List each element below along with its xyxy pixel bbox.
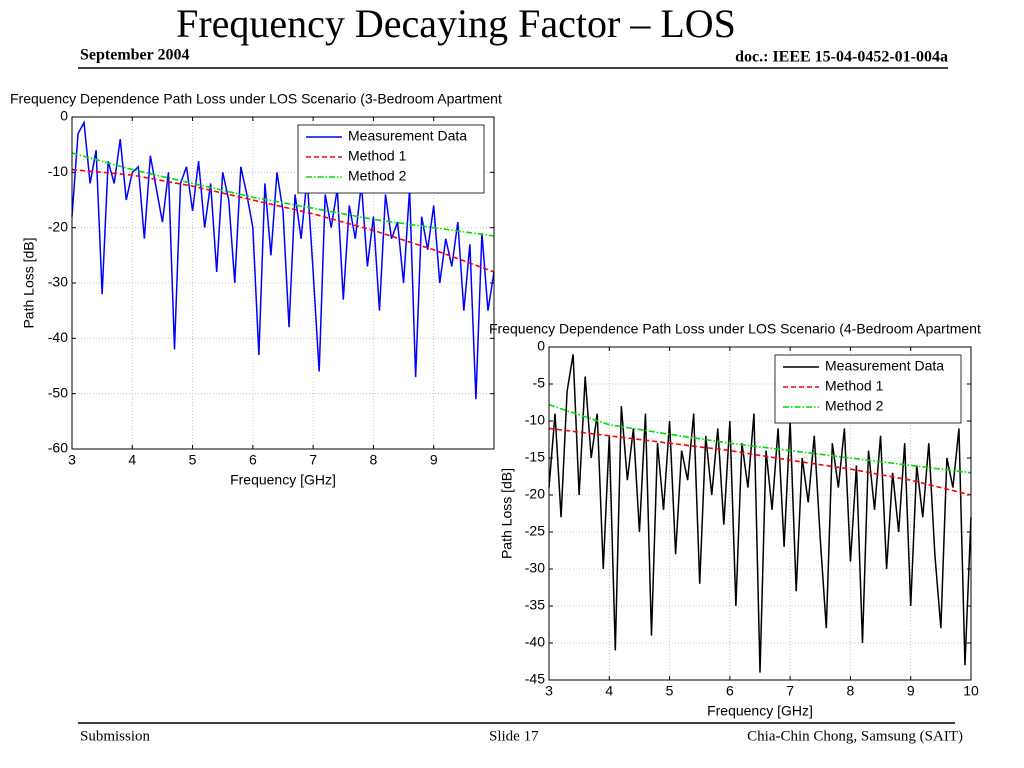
x-tick-label: 9: [430, 452, 438, 468]
legend-label: Measurement Data: [825, 358, 944, 374]
x-tick-label: 6: [726, 683, 734, 699]
x-tick-label: 3: [545, 683, 553, 699]
x-tick-label: 7: [309, 452, 317, 468]
slide-title: Frequency Decaying Factor – LOS: [176, 1, 736, 46]
series-line: [548, 403, 972, 474]
footer-left: Submission: [80, 728, 151, 744]
legend-label: Measurement Data: [348, 128, 467, 144]
chart-title: Frequency Dependence Path Loss under LOS…: [10, 91, 502, 107]
plot-frame: [548, 346, 972, 681]
y-tick-label: -10: [48, 163, 68, 179]
legend-label: Method 1: [348, 148, 407, 164]
y-tick-label: -40: [525, 634, 545, 650]
y-tick-label: -45: [525, 671, 545, 687]
x-tick-label: 6: [249, 452, 257, 468]
x-tick-label: 3: [68, 452, 76, 468]
x-tick-label: 8: [370, 452, 378, 468]
chart: 0 -10 -20 -30 -40 -50 -603 4 5 6 7 8 9 Measurement Da…: [10, 91, 502, 488]
y-tick-label: -15: [525, 449, 545, 465]
legend-label: Method 2: [348, 168, 407, 184]
header-doc: doc.: IEEE 15-04-0452-01-004a: [735, 49, 948, 66]
x-tick-label: 4: [128, 452, 136, 468]
legend-label: Method 2: [825, 398, 884, 414]
y-tick-label: -20: [48, 218, 68, 234]
x-tick-label: 7: [786, 683, 794, 699]
header-date: September 2004: [80, 47, 189, 64]
y-tick-label: -5: [533, 375, 546, 391]
y-tick-label: -60: [48, 440, 68, 456]
series-line: [71, 168, 495, 273]
chart-title: Frequency Dependence Path Loss under LOS…: [489, 321, 981, 337]
plot-frame: [71, 116, 495, 450]
y-tick-label: -30: [525, 560, 545, 576]
y-tick-label: -40: [48, 329, 68, 345]
y-tick-label: 0: [537, 338, 545, 354]
y-tick-label: -50: [48, 384, 68, 400]
series-line: [71, 120, 495, 400]
y-tick-label: 0: [60, 108, 68, 124]
x-axis-label: Frequency [GHz]: [230, 472, 336, 488]
chart: 0 -5 -10 -15 -20 -25 -30 -35 -40 -453 4 5 6 7 8 9 10 Meas…: [489, 321, 981, 719]
y-axis-label: Path Loss [dB]: [21, 237, 37, 328]
y-axis-label: Path Loss [dB]: [499, 468, 515, 559]
x-tick-label: 4: [605, 683, 613, 699]
x-tick-label: 8: [847, 683, 855, 699]
x-tick-label: 5: [666, 683, 674, 699]
x-tick-label: 5: [189, 452, 197, 468]
y-tick-label: -25: [525, 523, 545, 539]
footer-right: Chia-Chin Chong, Samsung (SAIT): [747, 728, 963, 744]
y-tick-label: -30: [48, 274, 68, 290]
footer-center: Slide 17: [489, 728, 539, 744]
y-tick-label: -35: [525, 597, 545, 613]
series-line: [71, 152, 495, 237]
x-tick-label: 10: [963, 683, 979, 699]
y-tick-label: -20: [525, 486, 545, 502]
legend-label: Method 1: [825, 378, 884, 394]
y-tick-label: -10: [525, 412, 545, 428]
series-line: [548, 427, 972, 496]
x-tick-label: 9: [907, 683, 915, 699]
x-axis-label: Frequency [GHz]: [707, 703, 813, 719]
series-line: [548, 354, 972, 673]
